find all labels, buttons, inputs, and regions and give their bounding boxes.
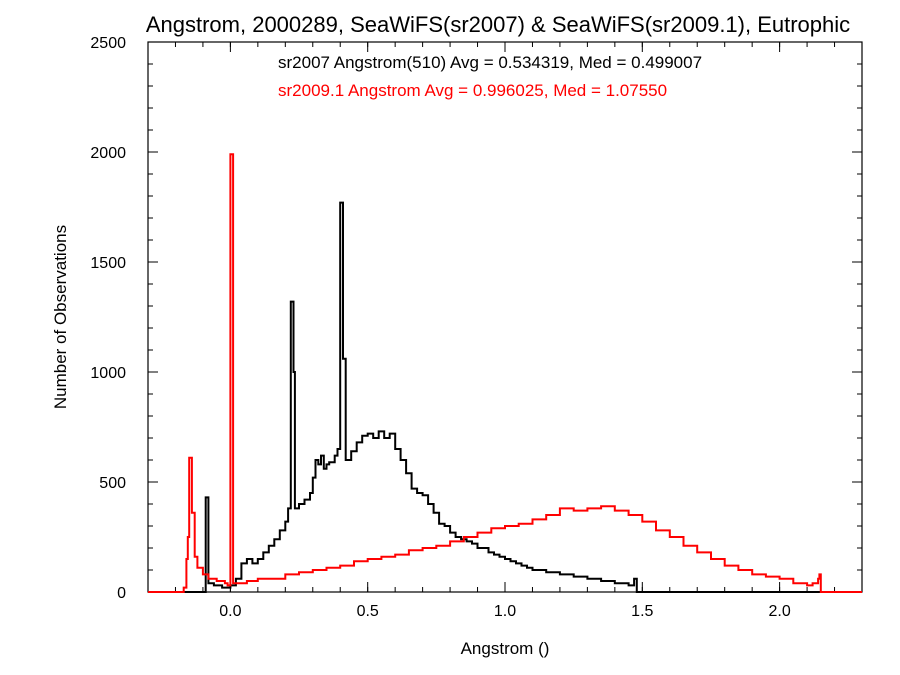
y-tick-label: 2500 — [90, 35, 126, 52]
y-tick-label: 2000 — [90, 145, 126, 162]
y-tick-label: 500 — [99, 475, 126, 492]
annotation-sr2009: sr2009.1 Angstrom Avg = 0.996025, Med = … — [278, 81, 667, 100]
y-tick-label: 0 — [117, 585, 126, 602]
y-axis-label: Number of Observations — [51, 225, 70, 409]
x-tick-label: 1.5 — [631, 603, 653, 620]
x-tick-label: 0.5 — [357, 603, 379, 620]
axis-ticks: 0.0 0.5 1.0 1.5 2.0 0 500 1000 1500 2000 2500 — [90, 35, 863, 620]
x-axis-label: Angstrom () — [461, 639, 550, 658]
y-tick-label: 1000 — [90, 365, 126, 382]
x-tick-label: 1.0 — [494, 603, 516, 620]
y-tick-label: 1500 — [90, 255, 126, 272]
series-sr2009-line — [148, 153, 862, 593]
x-tick-label: 0.0 — [219, 603, 241, 620]
plot-frame — [147, 41, 863, 593]
x-tick-label: 2.0 — [768, 603, 790, 620]
annotation-sr2007: sr2007 Angstrom(510) Avg = 0.534319, Med… — [278, 53, 702, 72]
series-sr2007-line — [148, 201, 862, 593]
chart-title: Angstrom, 2000289, SeaWiFS(sr2007) & Sea… — [146, 12, 850, 37]
series-group — [148, 153, 862, 593]
